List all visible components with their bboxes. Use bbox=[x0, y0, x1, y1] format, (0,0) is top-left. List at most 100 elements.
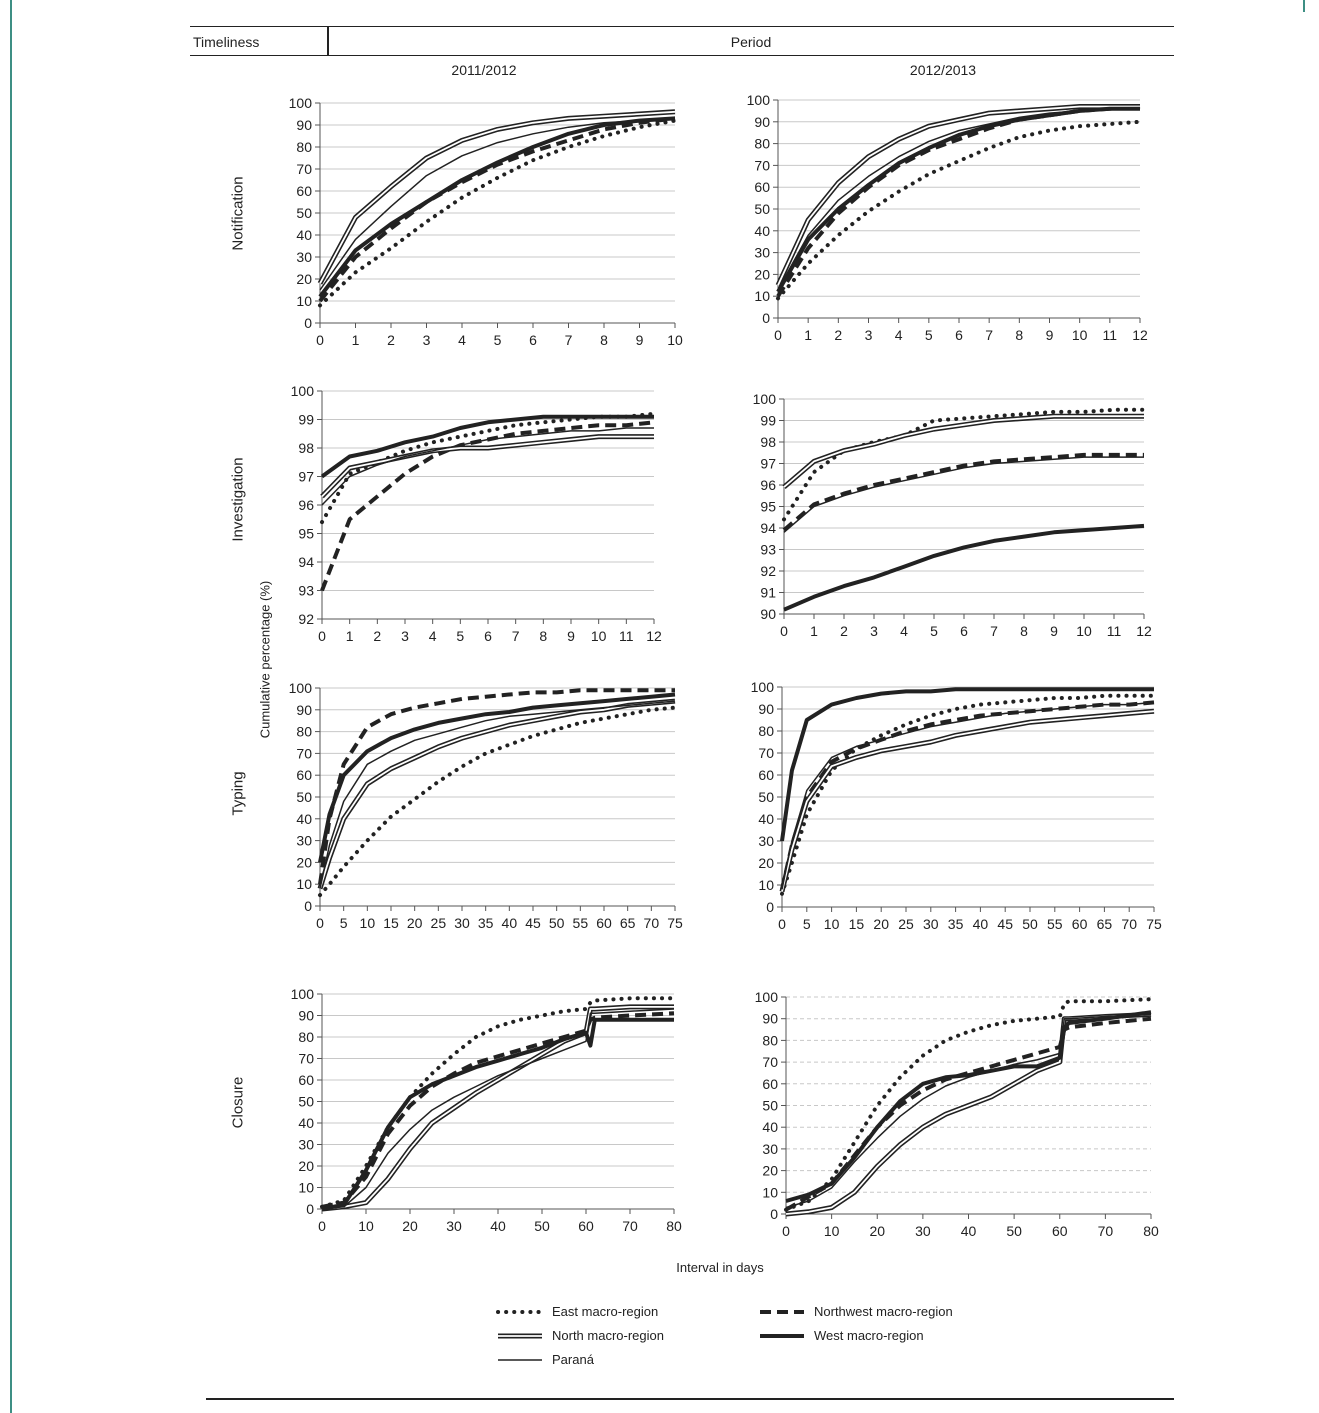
series-line-paran bbox=[781, 701, 1155, 890]
x-tick-label: 10 bbox=[824, 916, 840, 932]
x-tick-label: 30 bbox=[923, 916, 939, 932]
series-line-northwest-macro-region bbox=[780, 700, 1155, 890]
x-tick-label: 35 bbox=[478, 915, 494, 931]
y-tick-label: 50 bbox=[296, 789, 312, 805]
x-tick-label: 6 bbox=[529, 332, 537, 348]
y-tick-label: 98 bbox=[760, 434, 776, 450]
x-tick-label: 30 bbox=[454, 915, 470, 931]
y-tick-label: 20 bbox=[758, 855, 774, 871]
x-tick-label: 7 bbox=[565, 332, 573, 348]
x-tick-label: 12 bbox=[1132, 327, 1148, 343]
y-tick-label: 20 bbox=[754, 266, 770, 282]
row-label-notification: Notification bbox=[229, 176, 247, 251]
row-label-closure: Closure bbox=[229, 1076, 247, 1129]
x-tick-label: 50 bbox=[1006, 1223, 1022, 1239]
x-tick-label: 1 bbox=[810, 623, 818, 639]
y-tick-label: 0 bbox=[766, 899, 774, 915]
y-tick-label: 95 bbox=[298, 526, 314, 542]
y-tick-label: 60 bbox=[754, 179, 770, 195]
x-tick-label: 0 bbox=[780, 623, 788, 639]
x-tick-label: 60 bbox=[1052, 1223, 1068, 1239]
x-tick-label: 2 bbox=[373, 628, 381, 644]
x-tick-label: 40 bbox=[502, 915, 518, 931]
y-tick-label: 96 bbox=[760, 477, 776, 493]
x-tick-label: 1 bbox=[346, 628, 354, 644]
x-tick-label: 20 bbox=[402, 1218, 418, 1234]
x-tick-label: 60 bbox=[578, 1218, 594, 1234]
series-line-north-macro-region-inner bbox=[783, 415, 1144, 488]
legend-label-parana: Paraná bbox=[552, 1352, 594, 1367]
x-tick-label: 11 bbox=[1103, 327, 1118, 343]
y-tick-label: 99 bbox=[298, 412, 314, 428]
series-line-paran bbox=[321, 1008, 675, 1210]
x-tick-label: 30 bbox=[446, 1218, 462, 1234]
x-tick-label: 11 bbox=[619, 628, 634, 644]
series-line-north-macro-region bbox=[317, 109, 676, 285]
row-label-investigation: Investigation bbox=[229, 457, 247, 542]
legend-item-north: North macro-region bbox=[496, 1328, 664, 1343]
y-tick-label: 50 bbox=[296, 205, 312, 221]
y-tick-label: 0 bbox=[306, 1201, 314, 1217]
y-tick-label: 100 bbox=[289, 95, 313, 111]
bottom-rule bbox=[206, 1398, 1174, 1400]
series-line-northwest-macro-region bbox=[318, 116, 676, 303]
series-line-west-macro-region bbox=[318, 116, 676, 298]
x-tick-label: 1 bbox=[804, 327, 812, 343]
legend-label-west: West macro-region bbox=[814, 1328, 924, 1343]
series-line-east-macro-region bbox=[320, 411, 656, 525]
x-tick-label: 20 bbox=[873, 916, 889, 932]
period-title-2: 2012/2013 bbox=[909, 62, 977, 78]
chart-closure-2011-2012: 0 10 20 30 40 50 60 70 80 90 100 0 10 20 30 40 50 60 70 80 bbox=[291, 986, 682, 1234]
y-tick-label: 40 bbox=[298, 1115, 314, 1131]
legend-label-east: East macro-region bbox=[552, 1304, 659, 1319]
x-tick-label: 40 bbox=[490, 1218, 506, 1234]
x-tick-label: 7 bbox=[512, 628, 520, 644]
x-tick-label: 55 bbox=[573, 915, 589, 931]
x-tick-label: 80 bbox=[666, 1218, 682, 1234]
x-tick-label: 6 bbox=[484, 628, 492, 644]
y-tick-label: 70 bbox=[762, 1054, 778, 1070]
x-tick-label: 7 bbox=[985, 327, 993, 343]
x-tick-label: 8 bbox=[539, 628, 547, 644]
y-tick-label: 93 bbox=[760, 542, 776, 558]
series-line-north-macro-region-inner bbox=[319, 110, 676, 284]
x-tick-label: 10 bbox=[667, 332, 683, 348]
chart-typing-2012-2013: 0 10 20 30 40 50 60 70 80 90 100 0 5 10 15 20 25 30 35 40 45… bbox=[751, 679, 1162, 932]
legend-label-north: North macro-region bbox=[552, 1328, 664, 1343]
x-tick-label: 0 bbox=[782, 1223, 790, 1239]
y-tick-label: 10 bbox=[296, 876, 312, 892]
legend-swatch-north bbox=[498, 1333, 542, 1338]
y-tick-label: 0 bbox=[770, 1206, 778, 1222]
y-tick-label: 40 bbox=[762, 1119, 778, 1135]
y-tick-label: 70 bbox=[754, 157, 770, 173]
y-tick-label: 94 bbox=[760, 520, 776, 536]
y-tick-label: 97 bbox=[760, 456, 776, 472]
row-label-typing: Typing bbox=[229, 771, 247, 816]
y-tick-label: 20 bbox=[296, 271, 312, 287]
series-line-east-macro-region bbox=[776, 119, 1142, 301]
series-line-northwest-macro-region bbox=[785, 1016, 1152, 1212]
x-tick-label: 3 bbox=[423, 332, 431, 348]
y-tick-label: 60 bbox=[296, 183, 312, 199]
x-tick-label: 45 bbox=[525, 915, 541, 931]
x-tick-label: 10 bbox=[591, 628, 607, 644]
y-tick-label: 0 bbox=[304, 315, 312, 331]
y-tick-label: 100 bbox=[289, 680, 313, 696]
x-tick-label: 8 bbox=[600, 332, 608, 348]
y-tick-label: 10 bbox=[754, 288, 770, 304]
series-line-northwest-macro-region bbox=[318, 688, 675, 885]
y-tick-label: 50 bbox=[762, 1098, 778, 1114]
legend: East macro-region Northwest macro-region… bbox=[496, 1304, 1016, 1376]
x-tick-label: 5 bbox=[340, 915, 348, 931]
y-tick-label: 20 bbox=[296, 854, 312, 870]
x-tick-label: 9 bbox=[1050, 623, 1058, 639]
x-tick-label: 10 bbox=[358, 1218, 374, 1234]
x-tick-label: 15 bbox=[849, 916, 865, 932]
y-tick-label: 98 bbox=[298, 440, 314, 456]
legend-item-west: West macro-region bbox=[758, 1328, 924, 1343]
y-tick-label: 80 bbox=[296, 724, 312, 740]
x-tick-label: 65 bbox=[1097, 916, 1113, 932]
x-tick-label: 5 bbox=[925, 327, 933, 343]
x-tick-label: 8 bbox=[1020, 623, 1028, 639]
